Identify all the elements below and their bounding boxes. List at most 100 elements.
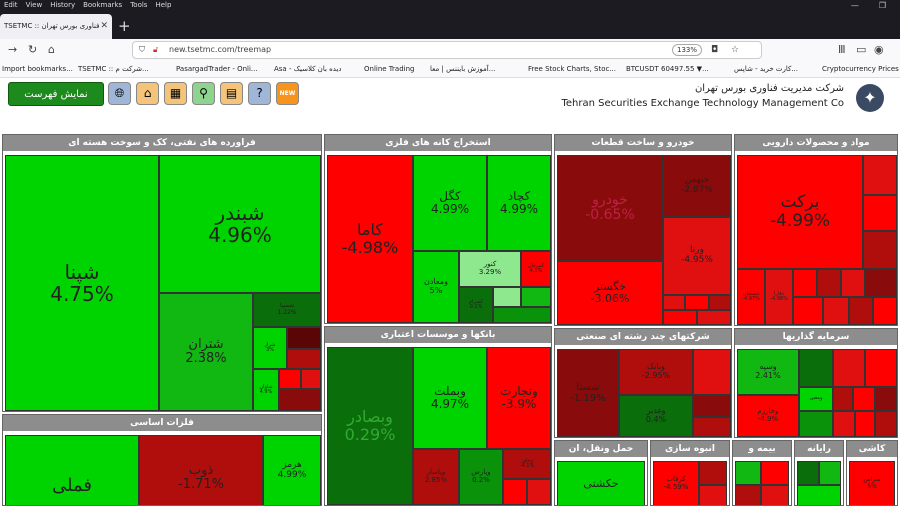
- stock-cell[interactable]: وپاسار 2.85%: [413, 449, 459, 505]
- stock-cell-small[interactable]: [709, 295, 731, 310]
- stock-cell-small[interactable]: [735, 485, 761, 505]
- stock-cell[interactable]: وخارزم -4.9%: [737, 395, 799, 437]
- stock-cell[interactable]: دفارا -4.98%: [765, 269, 793, 325]
- sector-title[interactable]: استخراج کانه های فلزی: [325, 135, 551, 151]
- sector-title[interactable]: بانکها و موسسات اعتباری: [325, 327, 551, 343]
- stock-cell[interactable]: ومعادن 5%: [413, 251, 459, 323]
- stock-cell-small[interactable]: [493, 307, 551, 323]
- browser-tab[interactable]: TSETMC :: فناوری بورس تهران ✕: [0, 14, 112, 39]
- stock-cell[interactable]: وبملت 4.97%: [413, 347, 487, 449]
- stock-cell-small[interactable]: [735, 461, 761, 485]
- stock-cell-small[interactable]: [873, 297, 897, 325]
- search-icon[interactable]: ⚲: [192, 82, 215, 105]
- bookmark-btcusdt[interactable]: BTCUSDT 60497.55 ▼...: [626, 65, 709, 73]
- stock-cell[interactable]: شستا -1.19%: [557, 349, 619, 437]
- stock-cell-small[interactable]: [761, 461, 789, 485]
- menu-edit[interactable]: Edit: [4, 1, 18, 9]
- bookmark-shaps[interactable]: کارت خرید - شاپس...: [734, 65, 799, 73]
- stock-cell-small[interactable]: [693, 395, 731, 417]
- new-tab-icon[interactable]: +: [118, 17, 131, 35]
- stock-cell-small[interactable]: [693, 417, 731, 437]
- restore-icon[interactable]: ❐: [878, 1, 886, 10]
- stock-cell-small[interactable]: [875, 387, 897, 411]
- stock-cell-small[interactable]: [301, 369, 321, 389]
- menu-history[interactable]: History: [50, 1, 76, 9]
- stock-cell-small[interactable]: [279, 369, 301, 389]
- stock-cell-small[interactable]: [863, 195, 897, 231]
- stock-cell[interactable]: حکشتی: [557, 461, 645, 505]
- stock-cell[interactable]: شاوان 4.9%: [253, 369, 279, 411]
- stock-cell-small[interactable]: [819, 461, 841, 485]
- zoom-badge[interactable]: 133%: [672, 44, 703, 56]
- stock-cell-small[interactable]: [817, 269, 841, 297]
- stock-cell[interactable]: کگل 4.99%: [413, 155, 487, 251]
- sector-title[interactable]: رایانه: [795, 441, 843, 457]
- stock-cell-small[interactable]: [865, 349, 897, 387]
- stock-cell[interactable]: وبانک -2.95%: [619, 349, 693, 395]
- bookmark-import[interactable]: Import bookmarks...: [2, 65, 73, 73]
- stock-cell-small[interactable]: [833, 411, 855, 437]
- table-icon[interactable]: ▦: [164, 82, 187, 105]
- account-icon[interactable]: ◉: [874, 43, 884, 56]
- bookmark-star-icon[interactable]: ☆: [731, 45, 740, 55]
- stock-cell[interactable]: کنور 3.29%: [459, 251, 521, 287]
- stock-cell-small[interactable]: [521, 287, 551, 307]
- menu-view[interactable]: View: [25, 1, 43, 9]
- globe-icon[interactable]: 🌐︎: [108, 82, 131, 105]
- sector-title[interactable]: خودرو و ساخت قطعات: [555, 135, 731, 151]
- close-tab-icon[interactable]: ✕: [100, 21, 108, 31]
- sector-title[interactable]: حمل ونقل، ان: [555, 441, 647, 457]
- stock-cell[interactable]: دسبحان -4.97%: [737, 269, 765, 325]
- stock-cell-small[interactable]: [503, 479, 527, 505]
- stock-cell-small[interactable]: [875, 411, 897, 437]
- stock-cell[interactable]: سراس 5%: [849, 461, 895, 505]
- stock-cell[interactable]: خبهمن -2.87%: [663, 155, 731, 217]
- stock-cell[interactable]: وسپه 2.41%: [737, 349, 799, 395]
- sidebar-icon[interactable]: ▭: [856, 43, 867, 56]
- stock-cell-small[interactable]: [833, 387, 853, 411]
- url-bar[interactable]: ⛉ 🔓︎ new.tsetmc.com/treemap 133% ◘ ☆: [132, 41, 762, 59]
- stock-cell[interactable]: وبصادر 0.29%: [327, 347, 413, 505]
- sector-title[interactable]: فراورده های نفتی، کک و سوخت هسته ای: [3, 135, 321, 151]
- stock-cell[interactable]: فملی: [5, 435, 139, 505]
- help-icon[interactable]: ?: [248, 82, 271, 105]
- minimize-icon[interactable]: —: [850, 1, 859, 10]
- stock-cell[interactable]: هرمز 4.99%: [263, 435, 321, 505]
- bookmark-tsetmc[interactable]: TSETMC :: شرکت م...: [78, 65, 149, 73]
- stock-cell-small[interactable]: [823, 297, 849, 325]
- shield-icon[interactable]: ⛉: [139, 45, 145, 54]
- stock-cell-small[interactable]: [493, 287, 521, 307]
- stock-cell-small[interactable]: [853, 387, 875, 411]
- bookmark-pasargad[interactable]: PasargadTrader - Onli...: [176, 65, 258, 73]
- stock-cell-small[interactable]: [663, 295, 685, 310]
- menu-tools[interactable]: Tools: [130, 1, 148, 9]
- library-icon[interactable]: Ⅲ: [838, 43, 846, 56]
- menu-help[interactable]: Help: [155, 1, 172, 9]
- stock-cell-small[interactable]: [841, 269, 865, 297]
- bookmark-asa[interactable]: Asa - دیده بان کلاسیک: [274, 65, 342, 73]
- stock-cell[interactable]: وخاور -4.1%: [503, 449, 551, 479]
- stock-cell-small[interactable]: [797, 485, 841, 505]
- stock-cell[interactable]: ذوب -1.71%: [139, 435, 263, 505]
- stock-cell[interactable]: ومعین: [799, 387, 833, 411]
- stock-cell-small[interactable]: [287, 327, 321, 349]
- stock-cell-small[interactable]: [287, 349, 321, 369]
- sector-title[interactable]: انبوه سازی: [651, 441, 729, 457]
- stock-cell-small[interactable]: [863, 155, 897, 195]
- sector-title[interactable]: مواد و محصولات دارویی: [735, 135, 897, 151]
- reload-icon[interactable]: ↻: [28, 43, 38, 56]
- stock-cell-small[interactable]: [685, 295, 709, 310]
- stock-cell-small[interactable]: [797, 461, 819, 485]
- stock-cell[interactable]: کسرام 0.1%: [459, 287, 493, 323]
- new-icon[interactable]: NEW: [276, 82, 299, 105]
- stock-cell[interactable]: شراز 3%: [253, 327, 287, 369]
- stock-cell-small[interactable]: [663, 310, 697, 325]
- stock-cell[interactable]: کچاد 4.99%: [487, 155, 551, 251]
- stock-cell[interactable]: شبندر 4.96%: [159, 155, 321, 293]
- stock-cell-small[interactable]: [833, 349, 865, 387]
- stock-cell-small[interactable]: [279, 389, 321, 411]
- stock-cell[interactable]: وغدیر 0.4%: [619, 395, 693, 437]
- stock-cell[interactable]: ورنا -4.95%: [663, 217, 731, 295]
- pocket-icon[interactable]: ◘: [711, 45, 719, 55]
- bookmark-online-trading[interactable]: Online Trading: [364, 65, 415, 73]
